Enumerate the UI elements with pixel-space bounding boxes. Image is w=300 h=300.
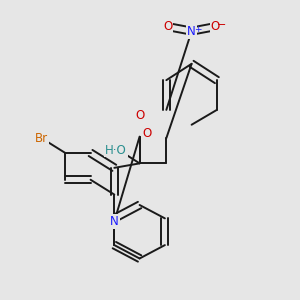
Text: N: N: [187, 25, 196, 38]
Text: O: O: [163, 20, 172, 33]
Text: +: +: [194, 25, 201, 34]
Text: Br: Br: [35, 132, 48, 145]
Text: O: O: [211, 20, 220, 33]
Text: −: −: [217, 20, 226, 30]
Text: N: N: [110, 215, 119, 228]
Text: O: O: [135, 109, 144, 122]
Text: H·O: H·O: [105, 143, 127, 157]
Text: O: O: [142, 127, 152, 140]
